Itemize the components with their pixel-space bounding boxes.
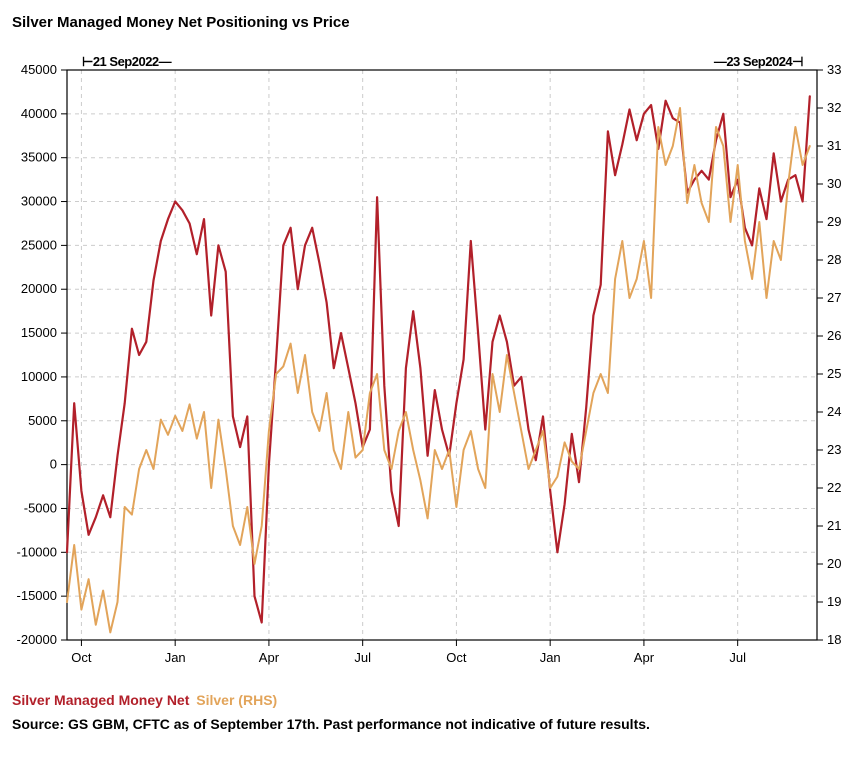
svg-text:30000: 30000: [21, 194, 57, 209]
svg-text:25000: 25000: [21, 237, 57, 252]
svg-text:40000: 40000: [21, 106, 57, 121]
svg-text:15000: 15000: [21, 325, 57, 340]
svg-text:33: 33: [827, 62, 841, 77]
svg-text:45000: 45000: [21, 62, 57, 77]
svg-text:35000: 35000: [21, 150, 57, 165]
svg-text:21: 21: [827, 518, 841, 533]
legend-item-net: Silver Managed Money Net: [12, 692, 189, 708]
svg-text:22: 22: [827, 480, 841, 495]
svg-text:Jul: Jul: [354, 650, 371, 665]
source-footer: Source: GS GBM, CFTC as of September 17t…: [12, 716, 650, 732]
svg-text:10000: 10000: [21, 369, 57, 384]
svg-text:27: 27: [827, 290, 841, 305]
svg-text:Oct: Oct: [71, 650, 92, 665]
svg-text:24: 24: [827, 404, 841, 419]
chart-plot: -20000 -15000 -10000 -5000 0 5000 10000 15000 20…: [0, 0, 865, 762]
svg-text:Apr: Apr: [259, 650, 280, 665]
svg-text:19: 19: [827, 594, 841, 609]
svg-text:-5000: -5000: [24, 500, 57, 515]
svg-text:23: 23: [827, 442, 841, 457]
svg-text:Apr: Apr: [634, 650, 655, 665]
svg-text:Jan: Jan: [165, 650, 186, 665]
svg-text:Jul: Jul: [729, 650, 746, 665]
svg-text:26: 26: [827, 328, 841, 343]
svg-text:18: 18: [827, 632, 841, 647]
svg-text:30: 30: [827, 176, 841, 191]
svg-text:-10000: -10000: [17, 544, 57, 559]
svg-text:31: 31: [827, 138, 841, 153]
svg-text:32: 32: [827, 100, 841, 115]
legend: Silver Managed Money Net Silver (RHS): [12, 692, 277, 708]
svg-text:Jan: Jan: [540, 650, 561, 665]
svg-text:20000: 20000: [21, 281, 57, 296]
legend-item-price: Silver (RHS): [196, 692, 277, 708]
svg-text:Oct: Oct: [446, 650, 467, 665]
svg-text:5000: 5000: [28, 413, 57, 428]
svg-text:25: 25: [827, 366, 841, 381]
svg-text:20: 20: [827, 556, 841, 571]
svg-text:28: 28: [827, 252, 841, 267]
svg-text:29: 29: [827, 214, 841, 229]
svg-text:-15000: -15000: [17, 588, 57, 603]
svg-text:-20000: -20000: [17, 632, 57, 647]
svg-text:0: 0: [50, 457, 57, 472]
